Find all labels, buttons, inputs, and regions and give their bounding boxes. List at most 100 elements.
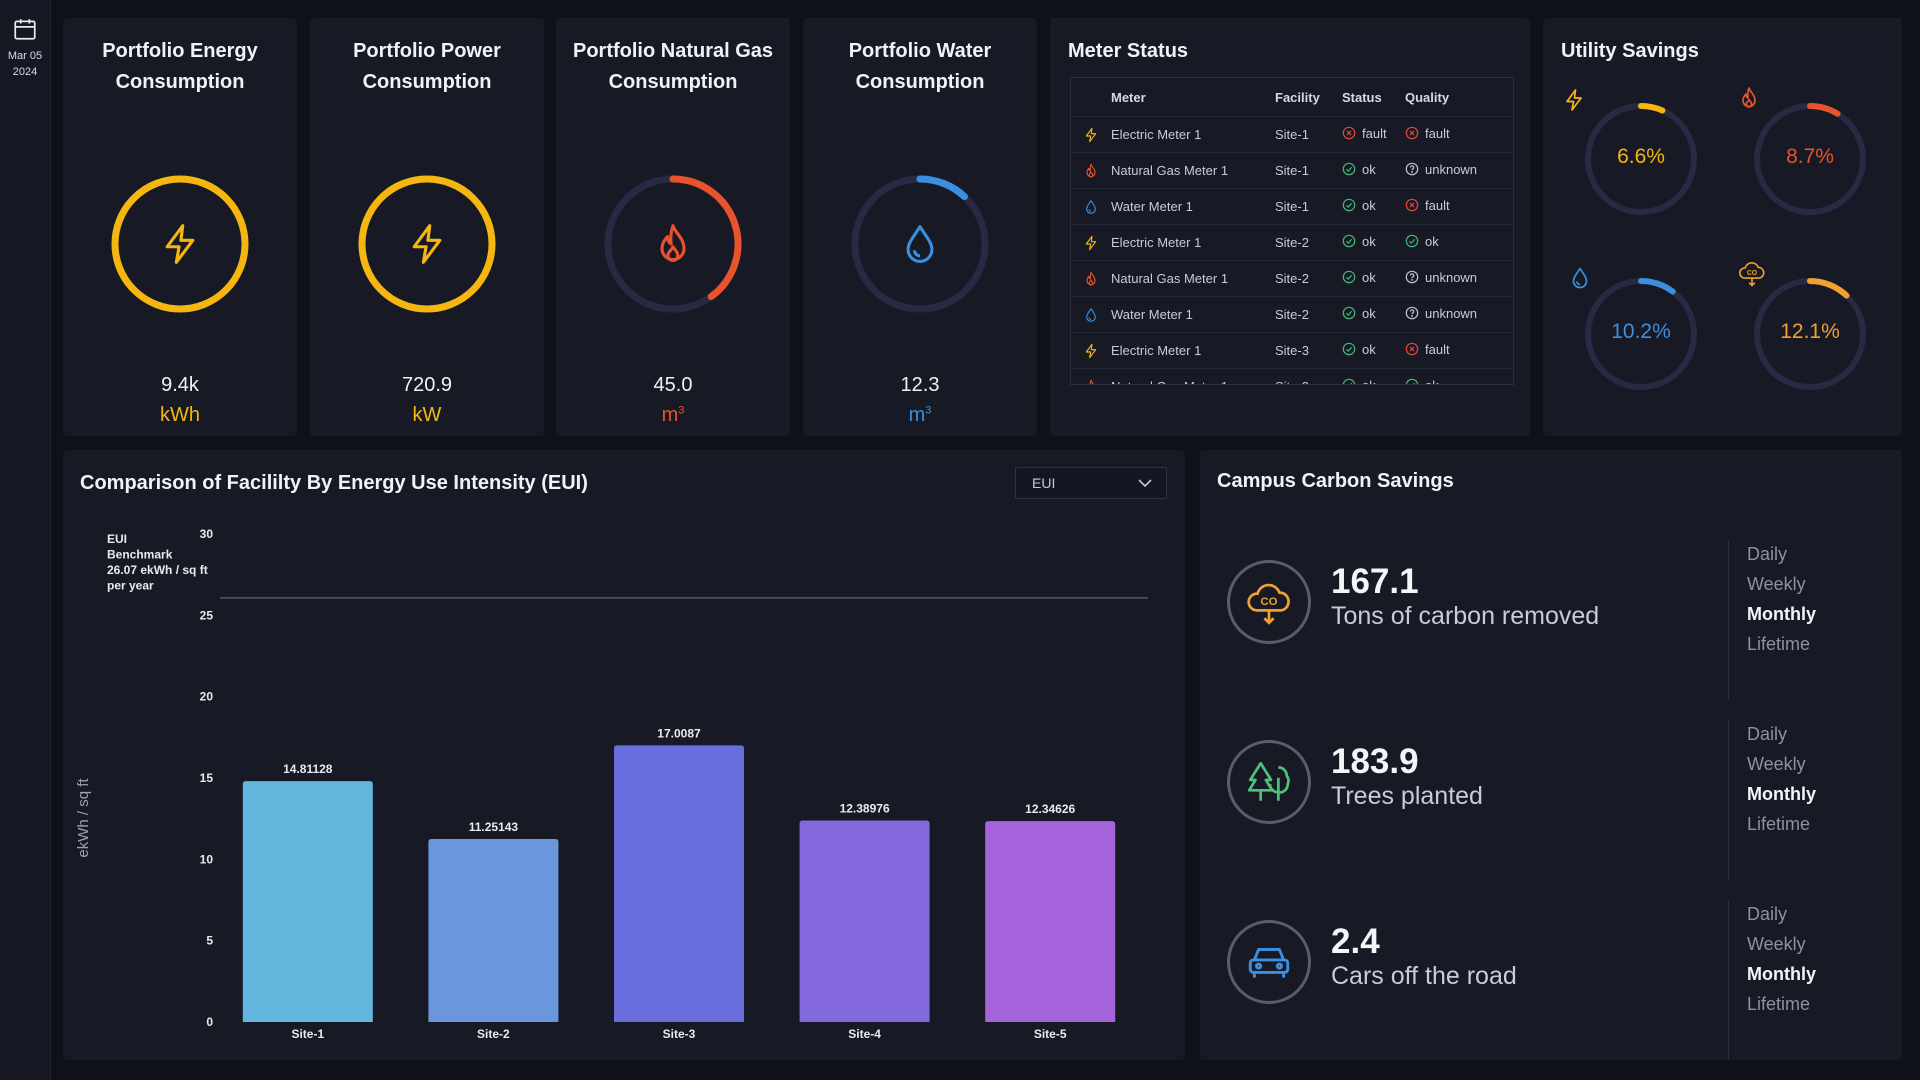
savings-percent: 6.6% [1617,145,1665,168]
period-option-daily[interactable]: Daily [1747,904,1788,924]
status-cell: ok [1342,296,1405,333]
carbon-metric-row: CO 167.1 Tons of carbon removed Daily Wee… [1200,540,1880,700]
x-tick-label: Site-5 [1034,1027,1067,1041]
period-option-monthly[interactable]: Monthly [1747,604,1816,624]
eui-metric-dropdown[interactable]: EUI [1015,467,1167,499]
benchmark-label: 26.07 ekWh / sq ft [107,563,208,577]
status-text: ok [1362,161,1376,177]
status-text: ok [1362,197,1376,213]
period-option-daily[interactable]: Daily [1747,544,1788,564]
kpi-unit: m3 [803,404,1037,427]
y-tick-label: 5 [206,934,213,948]
status-cell: ok [1342,260,1405,297]
kpi-gauge-ring [358,175,496,313]
meter-name-cell: Natural Gas Meter 1 [1111,368,1275,384]
quality-text: fault [1425,197,1450,213]
savings-gauge-ring [1585,103,1697,215]
lightning-icon [1562,88,1586,112]
y-tick-label: 0 [206,1015,213,1029]
meter-status-title: Meter Status [1068,40,1189,62]
kpi-value: 9.4k [161,374,199,396]
kpi-title-line: Consumption [115,71,245,93]
period-selector: Daily Weekly Monthly Lifetime [1728,540,1879,700]
x-tick-label: Site-4 [848,1027,881,1041]
lightning-icon [158,222,202,266]
table-row[interactable]: Electric Meter 1 Site-1 fault fault [1071,116,1513,153]
question-circle-icon [1405,270,1419,284]
meter-type-cell [1071,152,1111,189]
y-tick-label: 10 [200,852,214,866]
facility-cell: Site-1 [1275,116,1342,153]
column-header-meter[interactable]: Meter [1111,89,1146,105]
quality-text: unknown [1425,161,1478,177]
meter-type-cell [1071,188,1111,225]
savings-gauge [1752,101,1868,217]
trees-icon [1244,757,1294,807]
x-tick-label: Site-2 [477,1027,510,1041]
check-circle-icon [1342,342,1356,356]
kpi-unit: kW [310,404,544,427]
period-selector: Daily Weekly Monthly Lifetime [1728,900,1879,1060]
column-header-facility[interactable]: Facility [1275,89,1320,105]
eui-bar-chart: 0 5 10 15 20 25 30 ekWh / sq ft EUI Benchmark26.0… [75,527,1148,1041]
table-row[interactable]: Natural Gas Meter 1 Site-1 ok unknown [1071,152,1513,189]
kpi-unit-text: kWh [160,404,200,426]
check-circle-icon [1342,378,1356,384]
meter-name-cell: Water Meter 1 [1111,296,1275,333]
carbon-metric-icon-circle [1227,920,1311,1004]
bar-data-label: 17.0087 [657,726,701,740]
bar [614,745,744,1022]
table-row[interactable]: Natural Gas Meter 1 Site-2 ok unknown [1071,260,1513,297]
facility-cell: Site-1 [1275,152,1342,189]
current-date[interactable]: Mar 05 2024 [8,48,42,80]
benchmark-label: Benchmark [107,548,173,562]
column-header-quality[interactable]: Quality [1405,89,1450,105]
x-tick-label: Site-1 [291,1027,324,1041]
table-header-row: Meter Facility Status Quality [1071,78,1513,117]
utility-savings-title: Utility Savings [1561,40,1699,62]
status-cell: ok [1342,152,1405,189]
sidebar: Mar 05 2024 [0,0,51,1080]
period-selector: Daily Weekly Monthly Lifetime [1728,720,1879,880]
savings-gauge [1752,276,1868,392]
status-cell: ok [1342,188,1405,225]
x-circle-icon [1342,126,1356,140]
facility-cell: Site-3 [1275,332,1342,369]
water-drop-icon [898,222,942,266]
quality-cell: fault [1405,332,1513,369]
table-row[interactable]: Water Meter 1 Site-1 ok fault [1071,188,1513,225]
period-option-lifetime[interactable]: Lifetime [1747,814,1811,834]
water-drop-icon [1083,307,1099,323]
flame-icon [1083,379,1099,384]
y-tick-label: 15 [200,771,214,785]
kpi-gauge [106,170,254,318]
bar [242,781,373,1022]
kpi-gauge [846,170,994,318]
kpi-unit-text: kW [412,404,442,426]
table-row[interactable]: Electric Meter 1 Site-3 ok fault [1071,332,1513,369]
period-option-daily[interactable]: Daily [1747,724,1788,744]
meter-name-cell: Water Meter 1 [1111,188,1275,225]
period-option-lifetime[interactable]: Lifetime [1747,634,1811,654]
table-row[interactable]: Electric Meter 1 Site-2 ok ok [1071,224,1513,261]
bar-data-label: 14.81128 [283,762,333,776]
table-row[interactable]: Natural Gas Meter 1 Site-3 ok ok [1071,368,1513,384]
status-cell: fault [1342,116,1405,153]
quality-cell: unknown [1405,296,1513,333]
period-option-weekly[interactable]: Weekly [1747,934,1806,954]
calendar-icon[interactable] [12,16,38,42]
period-option-weekly[interactable]: Weekly [1747,574,1806,594]
period-option-monthly[interactable]: Monthly [1747,784,1816,804]
period-option-monthly[interactable]: Monthly [1747,964,1816,984]
savings-percent: 8.7% [1786,145,1834,168]
water-drop-icon [1083,199,1099,215]
column-header-status[interactable]: Status [1342,89,1382,105]
period-option-weekly[interactable]: Weekly [1747,754,1806,774]
meter-status-table-scroll[interactable]: Meter Facility Status Quality Electric M… [1070,77,1514,385]
kpi-title-line: Portfolio Natural Gas [572,40,774,62]
period-option-lifetime[interactable]: Lifetime [1747,994,1811,1014]
y-tick-label: 30 [200,527,214,541]
quality-cell: ok [1405,368,1513,384]
table-row[interactable]: Water Meter 1 Site-2 ok unknown [1071,296,1513,333]
kpi-gauge-ring [851,175,989,313]
